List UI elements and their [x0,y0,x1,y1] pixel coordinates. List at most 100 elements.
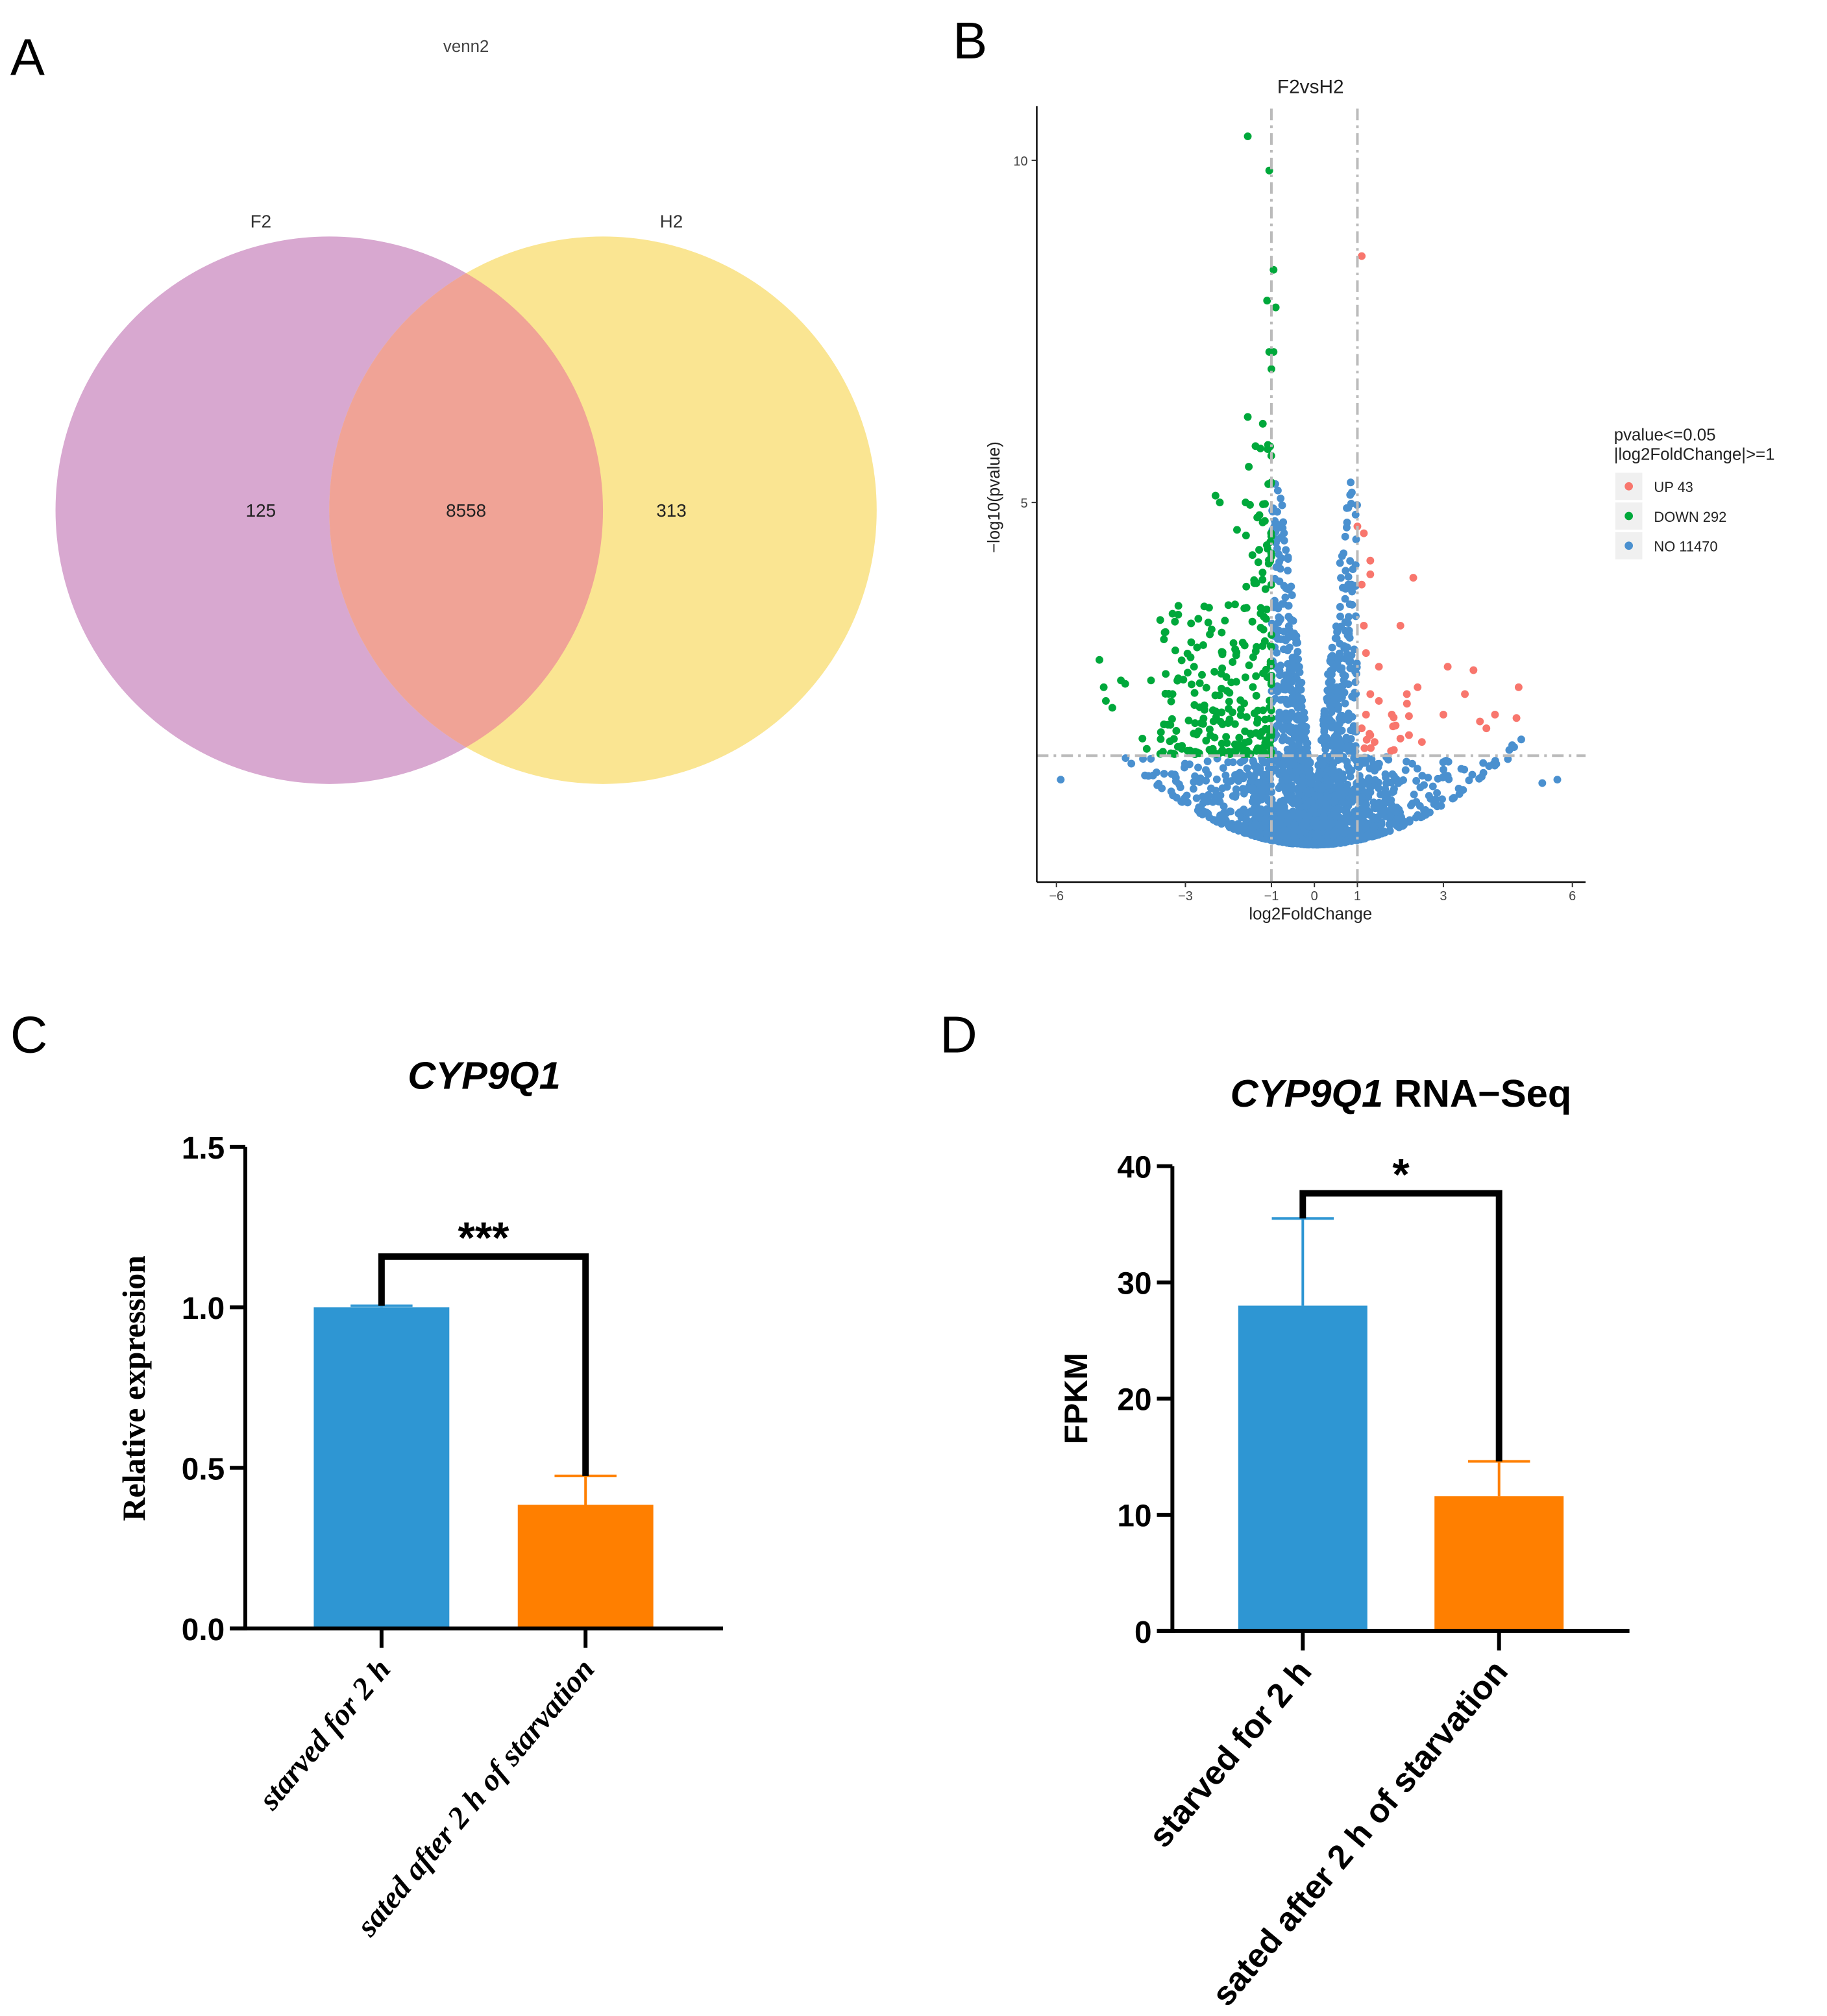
point-no [1275,550,1283,558]
point-no [1333,627,1342,635]
point-no [1343,504,1351,512]
point-no [1320,728,1329,736]
y-tick-label: 0.0 [182,1613,225,1647]
point-down [1269,265,1278,274]
point-down [1204,619,1212,627]
point-no [1352,535,1360,543]
point-down [1252,579,1260,587]
x-tick-label: starved for 2 h [1141,1653,1319,1854]
point-down [1231,720,1239,728]
point-no [1345,747,1353,756]
point-down [1245,463,1253,471]
point-no [1377,791,1385,799]
point-down [1101,696,1110,705]
point-down [1258,576,1267,584]
point-no [1284,602,1293,610]
point-down [1177,744,1186,753]
x-tick-label: starved for 2 h [252,1653,397,1817]
point-no [1258,785,1267,793]
point-no [1344,572,1353,581]
point-up [1360,529,1368,537]
point-no [1221,771,1230,780]
point-no [1171,774,1180,782]
significance-bracket [1299,1190,1502,1462]
point-up [1366,570,1375,578]
point-no [1201,795,1210,804]
point-no [1262,824,1270,832]
bar [517,1505,654,1629]
point-down [1159,748,1167,756]
volcano-y-label: −log10(pvalue) [985,441,1003,553]
point-no [1363,788,1371,796]
point-no [1517,735,1525,744]
point-down [1157,728,1165,737]
bar-chart-c-y-label: Relative expression [116,1255,152,1521]
point-down [1241,673,1249,682]
point-down [1249,653,1257,661]
point-up [1403,700,1411,708]
point-down [1238,744,1246,753]
point-no [1220,802,1228,811]
point-up [1367,744,1375,752]
point-down [1160,635,1168,643]
point-up [1370,738,1379,746]
point-down [1244,737,1253,746]
point-no [1377,820,1386,829]
point-no [1323,793,1332,801]
point-up [1390,713,1398,722]
point-no [1194,763,1203,772]
point-down [1232,678,1240,686]
point-down [1096,656,1103,664]
point-down [1147,676,1155,685]
threshold-lines [1036,108,1586,883]
point-no [1371,804,1379,813]
point-no [1294,741,1303,749]
point-no [1384,756,1393,764]
point-down [1267,714,1275,722]
venn-title: venn2 [443,38,489,56]
point-no [1275,666,1283,674]
point-no [1290,664,1298,672]
point-down [1231,645,1240,654]
point-no [1318,823,1327,831]
y-tick-label: 40 [1117,1151,1151,1185]
point-down [1251,647,1260,656]
point-no [1331,634,1340,643]
point-no [1278,501,1286,510]
point-no [1189,785,1197,793]
point-no [1335,780,1343,787]
point-no [1440,772,1449,780]
point-up [1360,621,1368,630]
point-down [1168,715,1176,723]
point-no [1219,764,1227,772]
point-down [1254,706,1262,715]
point-down [1229,748,1237,756]
point-no [1363,806,1371,815]
point-no [1183,791,1191,800]
point-no [1538,779,1547,787]
point-up [1375,696,1383,705]
point-no [1311,831,1319,839]
point-down [1184,669,1192,677]
point-up [1461,690,1469,698]
point-no [1279,733,1288,741]
point-no [1428,782,1437,791]
point-no [1327,741,1335,748]
point-down [1253,746,1260,755]
point-no [1319,720,1328,729]
point-down [1168,609,1177,618]
point-no [1192,794,1201,802]
point-down [1266,442,1274,450]
point-up [1366,690,1375,698]
point-no [1190,778,1198,786]
point-down [1184,717,1193,725]
point-no [1281,593,1290,602]
point-no [1255,778,1263,787]
point-no [1345,633,1354,642]
point-no [1268,816,1275,824]
point-no [1378,807,1386,816]
point-no [1328,723,1336,731]
venn-set-label-h2: H2 [660,211,683,231]
point-no [1387,796,1395,804]
point-no [1281,769,1289,778]
